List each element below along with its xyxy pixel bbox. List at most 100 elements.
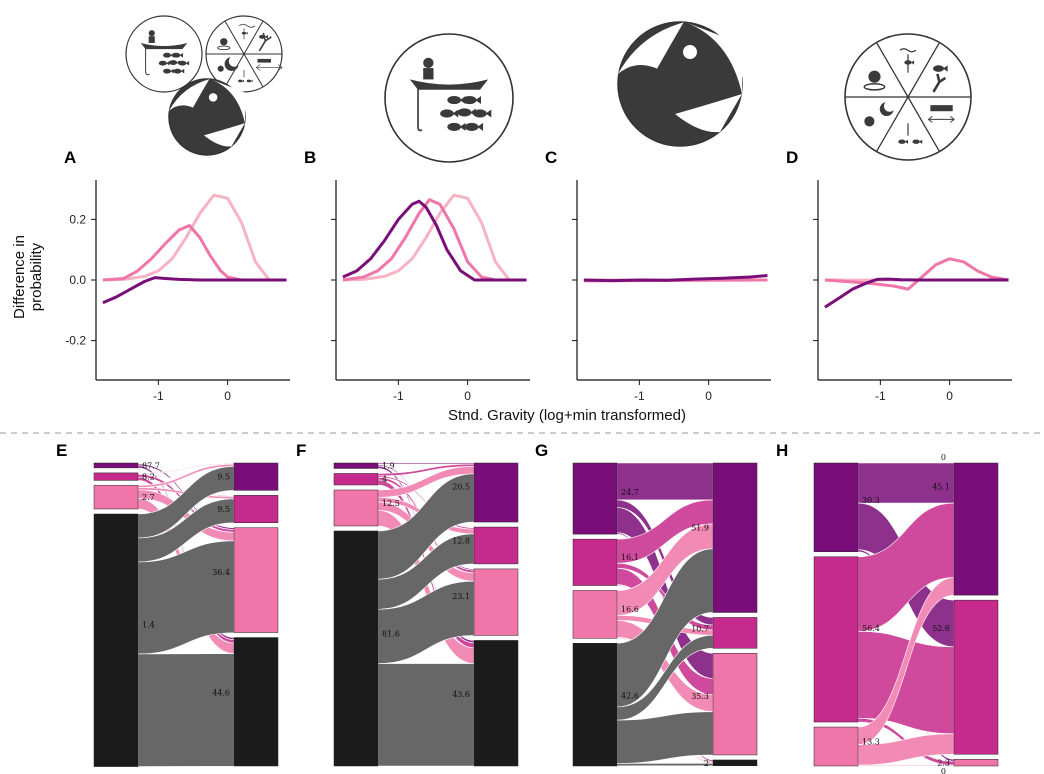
sankey-node-right <box>473 462 519 523</box>
sankey-left-label: 30.3 <box>862 496 880 505</box>
sankey-node-left <box>333 462 379 469</box>
fish-icon <box>473 109 487 118</box>
sankey-left-label: 42.6 <box>621 692 639 701</box>
sankey-right-label: 44.6 <box>212 688 230 697</box>
sankey-panel-E: E 87.7 8.2 2.7 1.4 9.5 9.5 36.4 44.6 <box>56 441 279 767</box>
sankey-flow <box>377 663 475 767</box>
sun-icon <box>217 65 224 72</box>
moon-icon <box>224 57 239 71</box>
series-line <box>342 198 527 282</box>
sankey-right-label: 51.9 <box>691 523 709 532</box>
fish-icon <box>440 109 454 118</box>
sankey-panel-G: G 24.7 16.1 16.6 42.6 51.9 10.7 35.3 2 <box>535 441 758 768</box>
sankey-node-left <box>93 462 139 469</box>
panel-label: A <box>64 148 76 167</box>
sankey-right-label: 36.4 <box>212 568 230 577</box>
series-line <box>824 277 1009 309</box>
fish-icon <box>447 95 461 105</box>
line-panel-A: A 0.2 0.0 -0.2 -1 0 <box>64 148 290 403</box>
line-panel-D: D -1 0 <box>786 148 1012 403</box>
sankey-panels: E 87.7 8.2 2.7 1.4 9.5 9.5 36.4 44.6 F 1.9 4 12.5 81.… <box>56 441 999 774</box>
sankey-node-right <box>953 599 999 755</box>
series-line <box>342 193 527 282</box>
sankey-node-left <box>813 556 859 723</box>
sankey-left-label: 87.7 <box>142 461 160 470</box>
series-line <box>102 276 287 305</box>
sankey-left-label: 16.1 <box>621 553 639 562</box>
sankey-flow <box>616 762 714 767</box>
y-tick-label: -0.2 <box>65 334 86 348</box>
sankey-node-left <box>572 643 618 767</box>
sankey-right-label: 52.6 <box>932 624 950 633</box>
sankey-left-label: 12.5 <box>382 499 400 508</box>
fish-icon <box>241 31 247 35</box>
sankey-node-left <box>572 538 618 586</box>
sankey-left-label: 8.2 <box>142 473 155 482</box>
x-tick-label: 0 <box>946 389 953 403</box>
fish-icon <box>447 122 461 131</box>
sankey-node-right <box>233 527 279 633</box>
panel-label: H <box>776 441 788 460</box>
series-line <box>583 274 768 283</box>
sankey-node-right <box>233 495 279 523</box>
sankey-panel-F: F 1.9 4 12.5 81.6 20.5 12.8 23.1 43.6 <box>296 441 519 767</box>
sankey-node-left <box>333 530 379 767</box>
panel-label: F <box>296 441 306 460</box>
sankey-node-left <box>333 473 379 486</box>
branch-icon <box>932 73 947 93</box>
sankey-node-left <box>572 590 618 639</box>
sankey-right-label: 2 <box>704 759 709 768</box>
location-pin-icon <box>868 70 881 83</box>
fish-icon <box>932 65 944 72</box>
sankey-node-right <box>712 462 758 613</box>
fish-icon <box>904 60 912 65</box>
fish-icon <box>178 60 187 66</box>
panel-label: B <box>304 148 316 167</box>
sankey-node-left <box>93 513 139 767</box>
line-panels: A 0.2 0.0 -0.2 -1 0 B -1 0 C -1 0 D -1 0 <box>64 148 1012 403</box>
x-tick-label: -1 <box>634 389 645 403</box>
habitat-pie-icon <box>844 33 972 161</box>
sankey-node-right <box>473 640 519 767</box>
sankey-node-right <box>233 462 279 491</box>
panel-label: E <box>56 441 67 460</box>
sankey-right-label: 20.5 <box>452 483 470 492</box>
x-tick-label: 0 <box>464 389 471 403</box>
fish-icon <box>464 122 479 131</box>
fish-icon <box>457 108 472 117</box>
moon-icon <box>879 102 894 116</box>
x-tick-label: -1 <box>393 389 404 403</box>
sankey-node-left <box>813 462 859 553</box>
sankey-flows <box>137 462 235 767</box>
sankey-left-label: 13.3 <box>862 738 880 747</box>
sankey-left-label: 4 <box>382 475 387 484</box>
sankey-node-right <box>473 526 519 565</box>
sankey-right-label: 12.8 <box>452 537 470 546</box>
sankey-left-label: 56.4 <box>862 624 880 633</box>
sankey-right-label: 9.5 <box>217 473 230 482</box>
x-axis-title: Stnd. Gravity (log+min transformed) <box>448 407 686 424</box>
x-tick-label: 0 <box>224 389 231 403</box>
fish-head-icon <box>168 78 246 156</box>
x-tick-label: -1 <box>153 389 164 403</box>
fish-icon <box>173 68 182 74</box>
sankey-node-left <box>333 489 379 527</box>
sankey-right-label: 0 <box>941 767 946 774</box>
fish-icon <box>912 139 920 144</box>
sankey-node-right <box>953 462 999 596</box>
sankey-node-left <box>813 726 859 767</box>
y-tick-label: 0.2 <box>69 212 86 226</box>
series-line <box>824 257 1009 291</box>
fish-icon <box>163 52 172 58</box>
fish-icon <box>462 95 477 105</box>
y-tick-label: 0.0 <box>69 273 86 287</box>
sankey-left-label: 1.9 <box>382 462 395 471</box>
sankey-right-label: 43.6 <box>452 690 470 699</box>
branch-icon <box>258 32 272 52</box>
fish-icon <box>238 79 243 83</box>
panel-label: D <box>786 148 798 167</box>
sankey-left-label: 2.7 <box>142 493 155 502</box>
sun-icon <box>864 116 875 127</box>
